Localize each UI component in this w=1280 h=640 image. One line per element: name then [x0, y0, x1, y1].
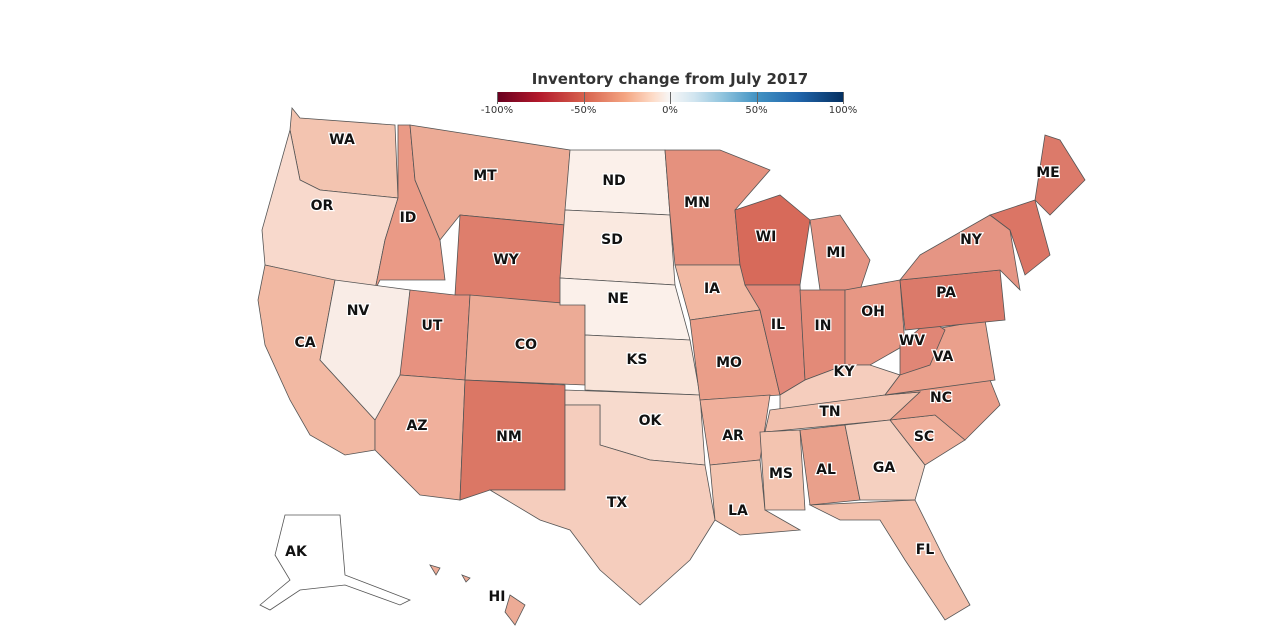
state-label: AZ: [407, 418, 428, 434]
state-label: IN: [815, 318, 832, 334]
state-label: CA: [294, 335, 315, 351]
state-ut[interactable]: [399, 289, 471, 381]
state-ms[interactable]: [759, 429, 806, 511]
state-mi[interactable]: [809, 214, 871, 291]
state-oh[interactable]: [844, 279, 906, 366]
state-label: ID: [400, 210, 417, 226]
legend-tick: -50%: [570, 105, 597, 116]
state-label: OR: [311, 198, 334, 214]
state-label: HI: [489, 589, 506, 605]
state-label: MI: [826, 245, 845, 261]
state-nc[interactable]: [884, 379, 1001, 441]
state-label: OK: [639, 413, 663, 429]
state-label: NC: [930, 390, 952, 406]
state-label: NY: [960, 232, 983, 248]
legend-title: Inventory change from July 2017: [531, 70, 809, 88]
state-label: MT: [473, 168, 497, 184]
state-label: IA: [704, 281, 720, 297]
state-label: VA: [933, 349, 954, 365]
state-label: SC: [914, 429, 934, 445]
legend-tick: 50%: [745, 105, 768, 116]
state-label: OH: [861, 304, 885, 320]
state-label: MN: [684, 195, 710, 211]
state-label: GA: [873, 460, 895, 476]
state-label: KS: [627, 352, 648, 368]
state-label: MS: [769, 466, 793, 482]
state-label: IL: [771, 317, 785, 333]
state-label: WI: [756, 229, 777, 245]
state-label: WV: [899, 333, 925, 349]
legend-tick: -100%: [480, 105, 514, 116]
state-fl[interactable]: [808, 499, 971, 621]
legend-color-bar: -100% -50% 0% 50% 100%: [481, 92, 857, 116]
state-ne-states[interactable]: [989, 199, 1051, 276]
state-ga[interactable]: [844, 419, 926, 501]
state-label: NM: [496, 429, 522, 445]
state-label: AR: [722, 428, 744, 444]
state-hi[interactable]: [429, 564, 526, 626]
state-label: ND: [602, 173, 625, 189]
state-label: NE: [607, 291, 628, 307]
legend-tick: 100%: [828, 105, 858, 116]
state-label: TN: [819, 404, 840, 420]
state-label: AL: [816, 462, 836, 478]
state-label: KY: [834, 364, 856, 380]
state-label: WY: [493, 252, 519, 268]
state-label: AK: [285, 544, 308, 560]
state-la[interactable]: [709, 459, 802, 536]
state-label: MO: [716, 355, 742, 371]
state-label: SD: [601, 232, 623, 248]
legend-tick: 0%: [662, 105, 678, 116]
state-label: TX: [607, 495, 628, 511]
state-label: ME: [1036, 165, 1060, 181]
color-legend: Inventory change from July 2017 -100% -5…: [480, 70, 860, 116]
state-label: CO: [515, 337, 537, 353]
state-label: LA: [728, 503, 748, 519]
state-label: NV: [347, 303, 370, 319]
state-ak[interactable]: [259, 514, 411, 611]
state-label: UT: [422, 318, 443, 334]
state-label: FL: [916, 542, 935, 558]
state-label: WA: [329, 132, 355, 148]
state-me[interactable]: [1034, 134, 1086, 216]
state-tx[interactable]: [488, 404, 716, 606]
state-label: PA: [936, 285, 956, 301]
